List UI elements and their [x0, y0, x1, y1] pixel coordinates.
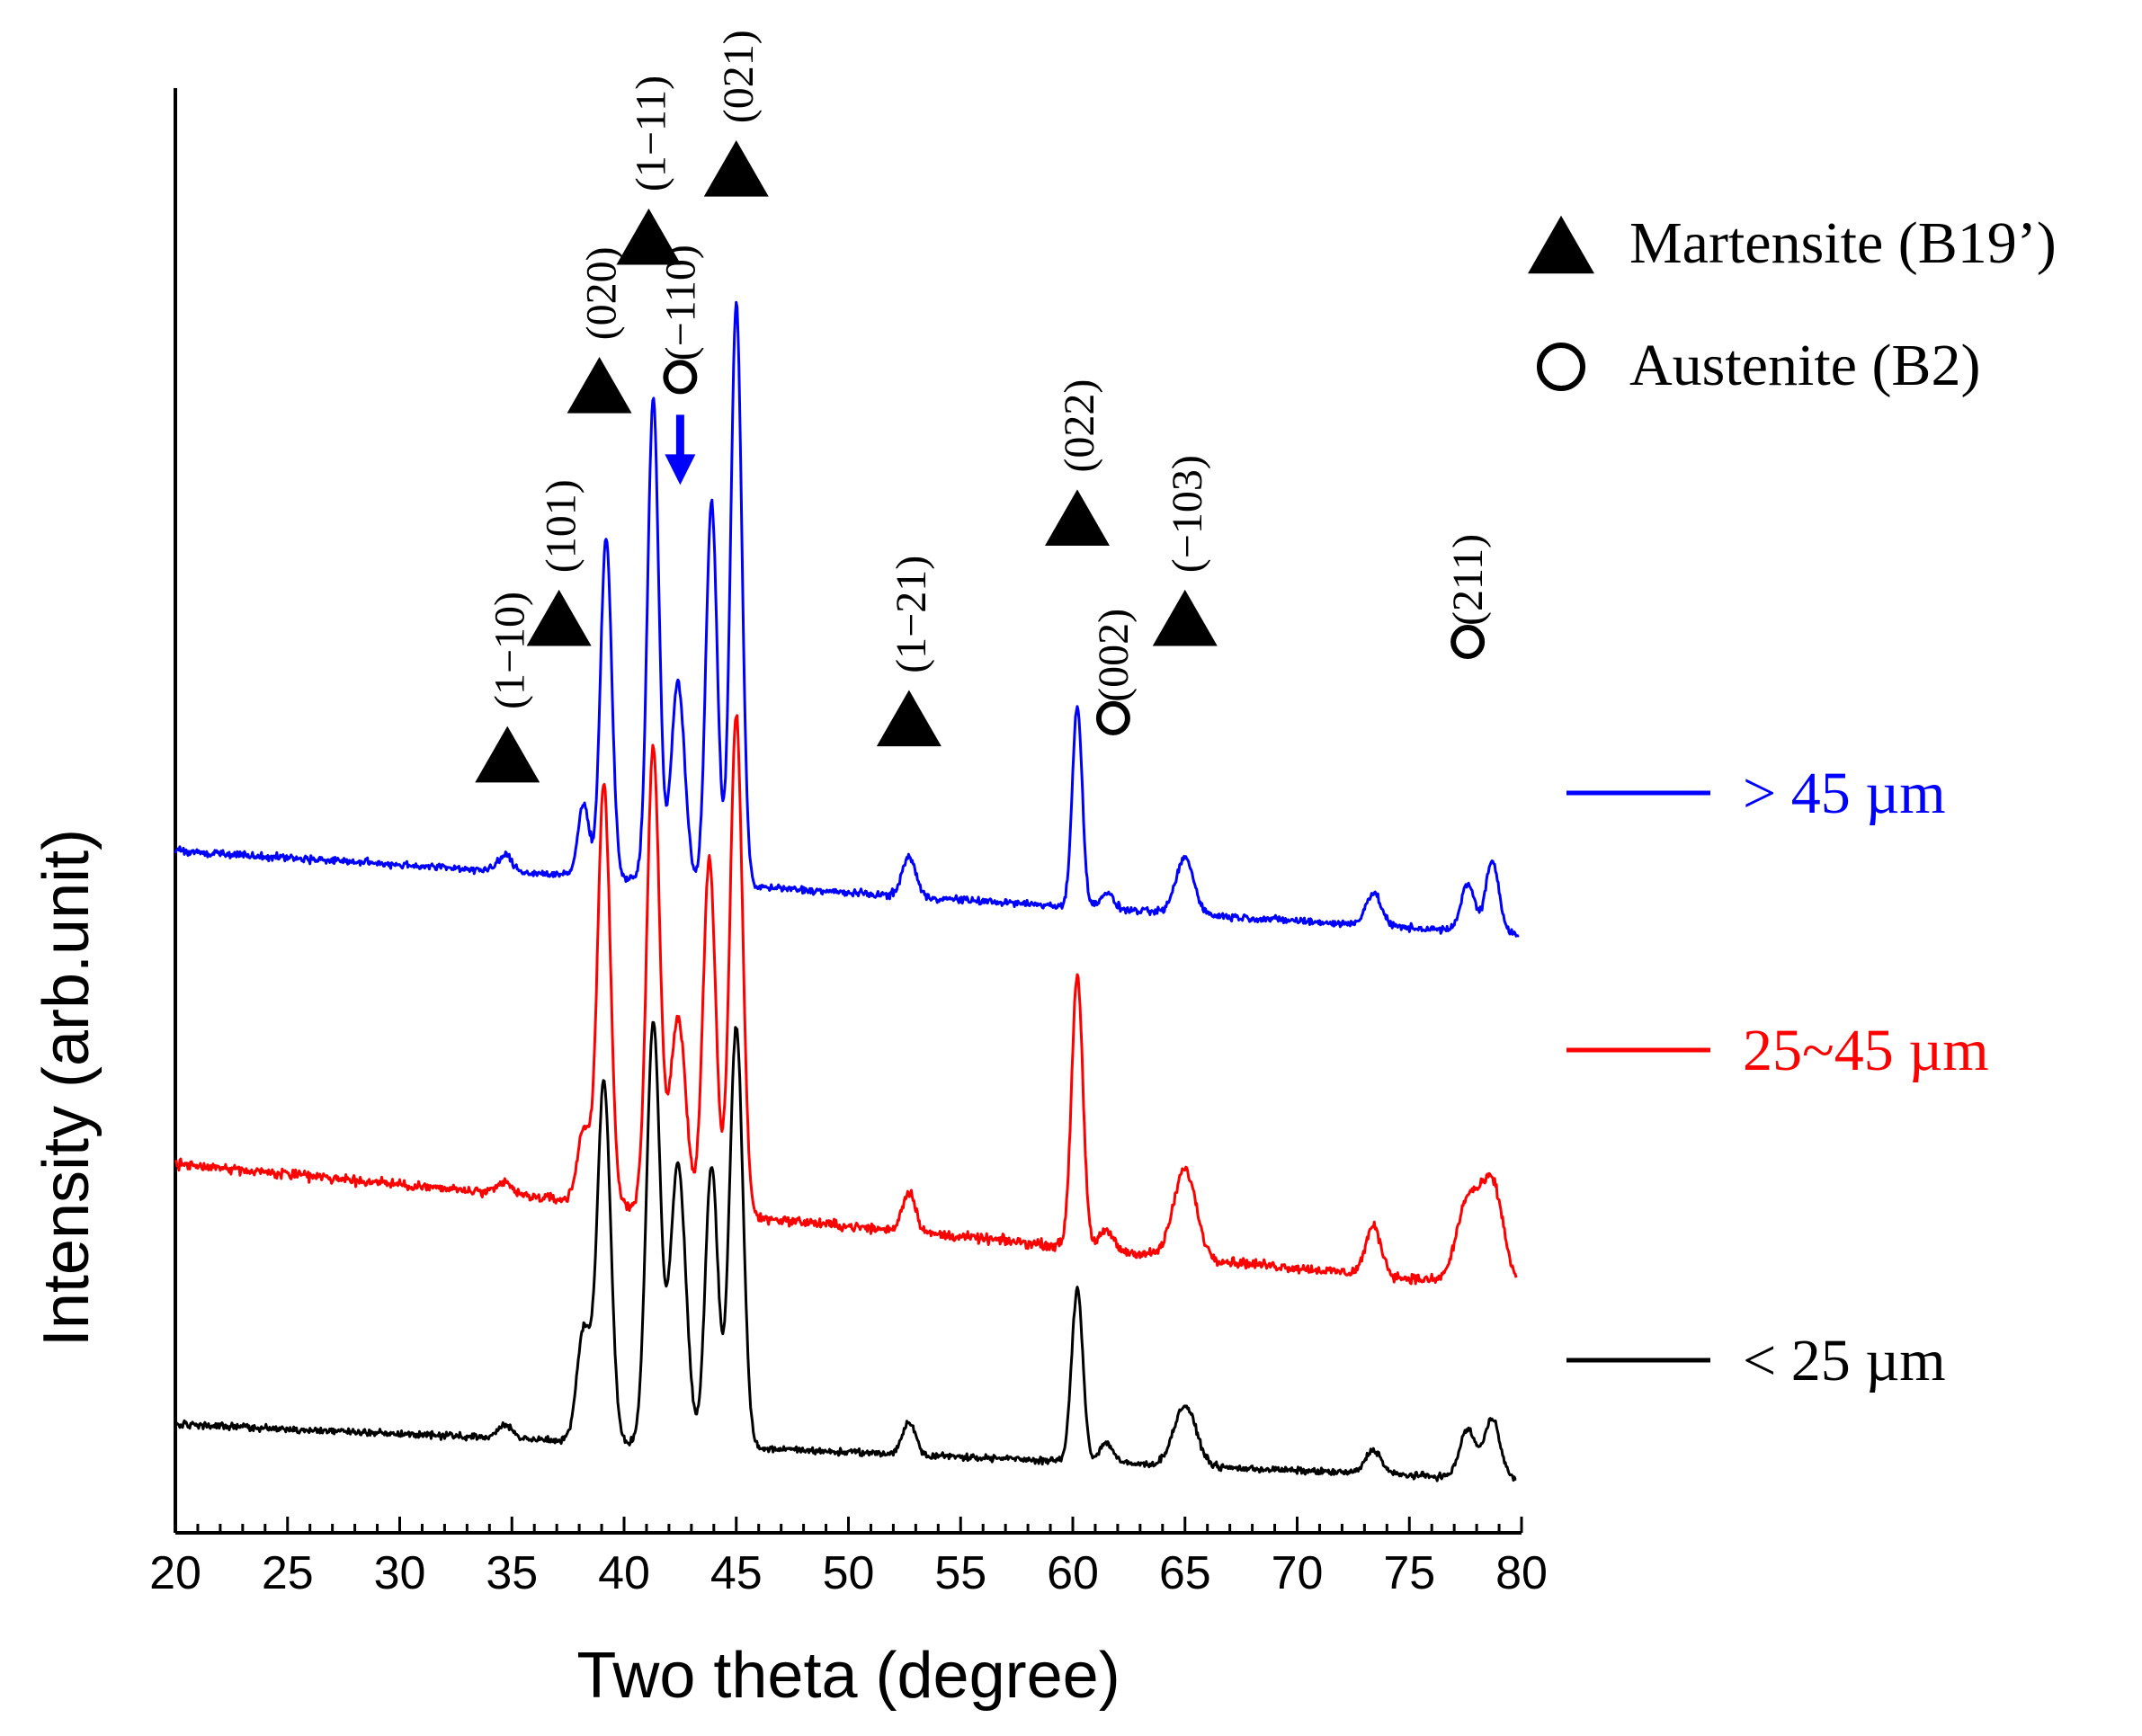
martensite-marker — [1152, 589, 1218, 646]
x-tick-label: 70 — [1272, 1547, 1324, 1599]
series-line-1 — [174, 714, 1518, 1286]
legend-series-label-2: < 25 µm — [1743, 1328, 1946, 1393]
blue-arrow-head — [665, 454, 696, 485]
miller-index-label: (−103) — [1164, 455, 1211, 573]
miller-index-label: (101) — [538, 479, 585, 573]
series-line-2 — [174, 300, 1520, 938]
martensite-marker — [1044, 489, 1110, 546]
martensite-marker — [876, 690, 942, 747]
x-tick-label: 40 — [598, 1547, 650, 1599]
legend-martensite-label: Martensite (B19’) — [1629, 210, 2057, 276]
x-tick-label: 25 — [262, 1547, 314, 1599]
y-axis-label: Intensity (arb.unit) — [31, 829, 103, 1347]
martensite-marker — [526, 589, 592, 646]
martensite-marker — [616, 208, 682, 265]
miller-index-label: (−110) — [656, 245, 704, 361]
legend-series-label-1: 25~45 µm — [1743, 1018, 1989, 1083]
x-tick-label: 80 — [1495, 1547, 1548, 1599]
x-tick-label: 75 — [1383, 1547, 1435, 1599]
legend-austenite-label: Austenite (B2) — [1629, 333, 1980, 398]
austenite-marker — [1450, 625, 1486, 660]
x-tick-label: 50 — [823, 1547, 875, 1599]
x-tick-label: 65 — [1159, 1547, 1211, 1599]
x-tick-label: 45 — [710, 1547, 763, 1599]
miller-index-label: (021) — [715, 30, 763, 123]
austenite-marker — [663, 360, 698, 395]
miller-index-label: (022) — [1056, 379, 1103, 473]
x-tick-label: 55 — [934, 1547, 986, 1599]
x-tick-label: 60 — [1047, 1547, 1099, 1599]
x-tick-label: 35 — [486, 1547, 538, 1599]
miller-index-label: (020) — [578, 246, 626, 340]
miller-index-label: (1−10) — [486, 592, 533, 709]
austenite-marker — [1095, 700, 1130, 735]
miller-index-label: (211) — [1444, 534, 1492, 626]
legend-austenite-marker — [1537, 343, 1585, 391]
miller-index-label: (1−11) — [627, 76, 674, 191]
martensite-marker — [703, 139, 769, 197]
miller-index-label: (1−21) — [888, 556, 935, 673]
miller-index-label: (002) — [1090, 609, 1138, 702]
legend-martensite-marker — [1528, 215, 1594, 274]
martensite-marker — [567, 357, 632, 414]
x-tick-label: 20 — [149, 1547, 201, 1599]
x-tick-label: 30 — [374, 1547, 426, 1599]
legend-series-label-0: > 45 µm — [1743, 761, 1946, 826]
martensite-marker — [475, 726, 540, 783]
x-axis-label: Two theta (degree) — [576, 1640, 1120, 1712]
series-line-0 — [174, 1020, 1517, 1482]
